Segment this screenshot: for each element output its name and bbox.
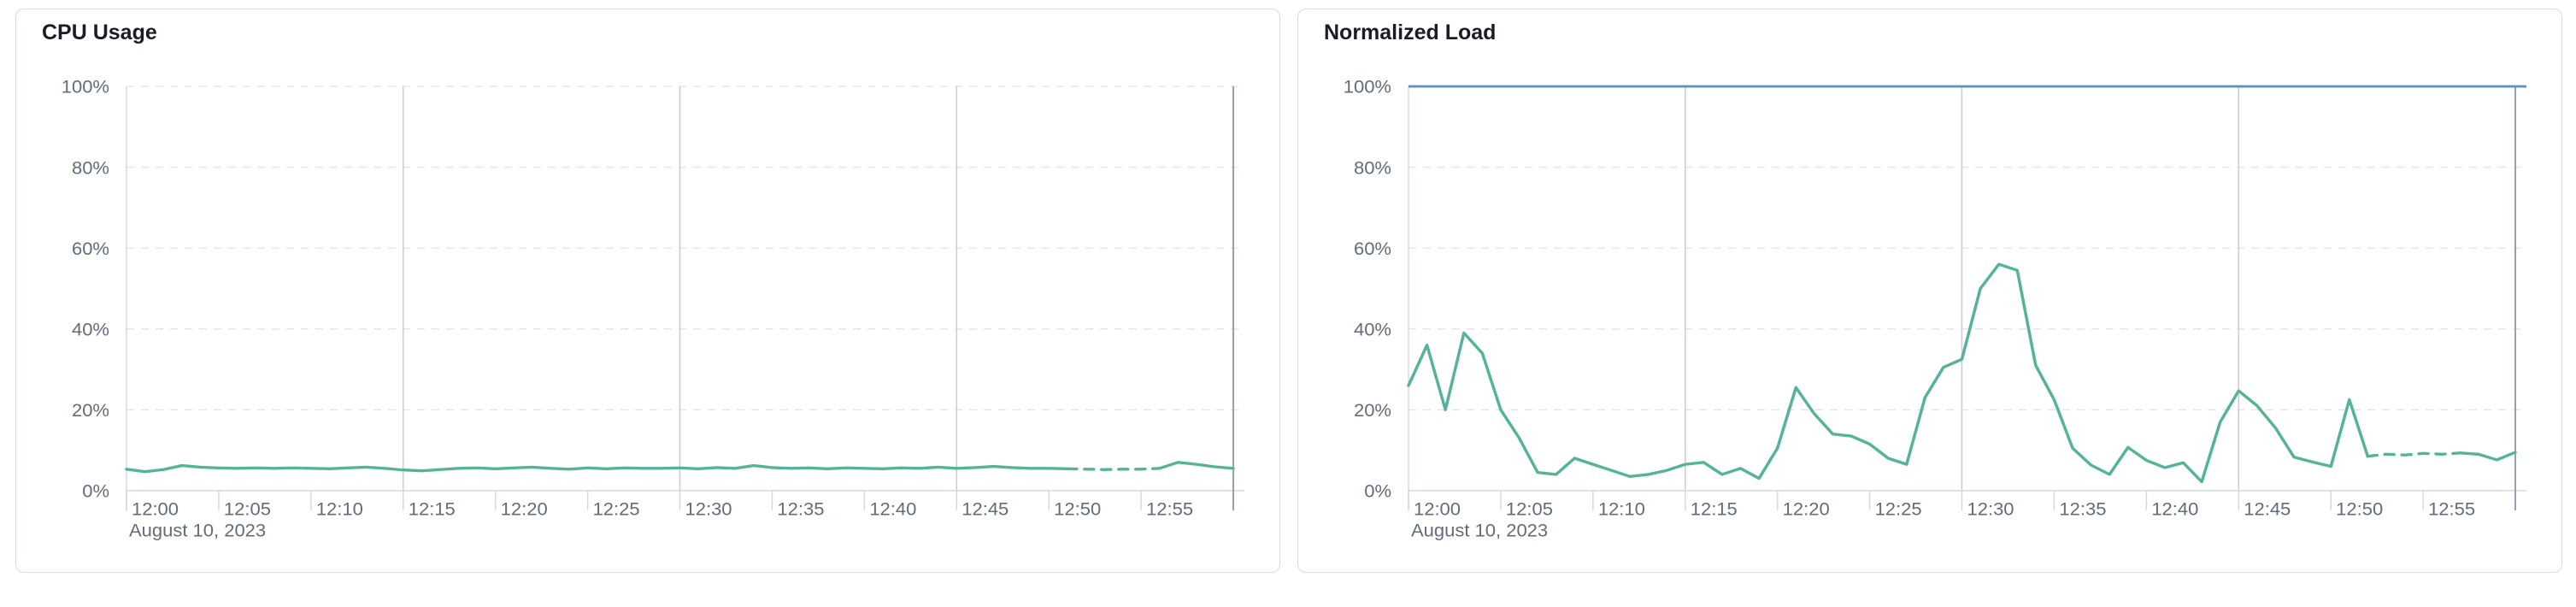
svg-text:100%: 100% xyxy=(62,76,109,97)
panel-title: Normalized Load xyxy=(1324,21,1497,44)
svg-text:12:15: 12:15 xyxy=(409,498,456,519)
svg-text:12:35: 12:35 xyxy=(777,498,824,519)
svg-text:12:05: 12:05 xyxy=(1506,498,1553,519)
x-axis-ticks xyxy=(1408,490,2424,510)
svg-text:12:55: 12:55 xyxy=(2428,498,2475,519)
normalized-load-chart[interactable]: 0%20%40%60%80%100%12:00 12:05 12:10 12:15 12… xyxy=(1298,45,2561,572)
svg-text:40%: 40% xyxy=(1354,319,1391,339)
svg-text:20%: 20% xyxy=(1354,399,1391,420)
svg-text:12:45: 12:45 xyxy=(962,498,1009,519)
svg-text:12:15: 12:15 xyxy=(1691,498,1738,519)
x-axis-ticks xyxy=(126,490,1142,510)
svg-text:100%: 100% xyxy=(1344,76,1391,97)
svg-text:60%: 60% xyxy=(72,238,109,258)
dashboard-row: CPU Usage 0% 20% 40% 60% 80% 100% 12:00 12:05 12… xyxy=(15,9,2562,573)
y-axis-labels: 0% 20% 40% 60% 80% 100% xyxy=(62,76,109,501)
svg-text:12:50: 12:50 xyxy=(1054,498,1101,519)
svg-text:12:40: 12:40 xyxy=(2151,498,2198,519)
svg-text:12:35: 12:35 xyxy=(2059,498,2106,519)
svg-text:12:30: 12:30 xyxy=(685,498,732,519)
series-cpu-usage xyxy=(125,461,1235,474)
svg-text:12:40: 12:40 xyxy=(869,498,916,519)
svg-text:0%: 0% xyxy=(1364,480,1391,501)
svg-text:12:20: 12:20 xyxy=(1783,498,1830,519)
grid xyxy=(126,85,1244,492)
svg-text:12:10: 12:10 xyxy=(1598,498,1645,519)
svg-text:12:10: 12:10 xyxy=(316,498,363,519)
svg-text:40%: 40% xyxy=(72,319,109,339)
svg-text:12:00: 12:00 xyxy=(132,498,179,519)
y-axis-labels: 0% 20% 40% 60% 80% 100% xyxy=(1344,76,1391,501)
series-normalized-load xyxy=(1407,262,2517,484)
svg-text:12:55: 12:55 xyxy=(1146,498,1193,519)
normalized-load-panel: Normalized Load 0% 20% 40% 60% 80% 100% 12:00 1… xyxy=(1297,9,2562,573)
svg-text:12:25: 12:25 xyxy=(593,498,640,519)
x-axis-labels: 12:00 12:05 12:10 12:15 12:20 12:25 12:30 12:35… xyxy=(1414,498,2475,519)
svg-text:12:45: 12:45 xyxy=(2244,498,2291,519)
panel-title: CPU Usage xyxy=(42,21,157,44)
x-axis-labels: 12:00 12:05 12:10 12:15 12:20 12:25 12:30 12:35… xyxy=(132,498,1193,519)
cpu-usage-chart[interactable]: 0%20%40%60%80%100%12:00 12:05 12:10 12:15 12… xyxy=(16,45,1279,572)
svg-text:12:50: 12:50 xyxy=(2336,498,2383,519)
svg-text:12:05: 12:05 xyxy=(224,498,271,519)
svg-text:20%: 20% xyxy=(72,399,109,420)
svg-text:0%: 0% xyxy=(82,480,109,501)
svg-text:12:25: 12:25 xyxy=(1875,498,1922,519)
date-label: August 10, 2023 xyxy=(129,520,266,540)
date-label: August 10, 2023 xyxy=(1411,520,1548,540)
svg-text:12:30: 12:30 xyxy=(1967,498,2014,519)
cpu-usage-panel: CPU Usage 0% 20% 40% 60% 80% 100% 12:00 12:05 12… xyxy=(15,9,1280,573)
svg-text:12:20: 12:20 xyxy=(501,498,548,519)
svg-text:80%: 80% xyxy=(72,157,109,178)
svg-text:60%: 60% xyxy=(1354,238,1391,258)
svg-text:12:00: 12:00 xyxy=(1414,498,1461,519)
svg-text:80%: 80% xyxy=(1354,157,1391,178)
